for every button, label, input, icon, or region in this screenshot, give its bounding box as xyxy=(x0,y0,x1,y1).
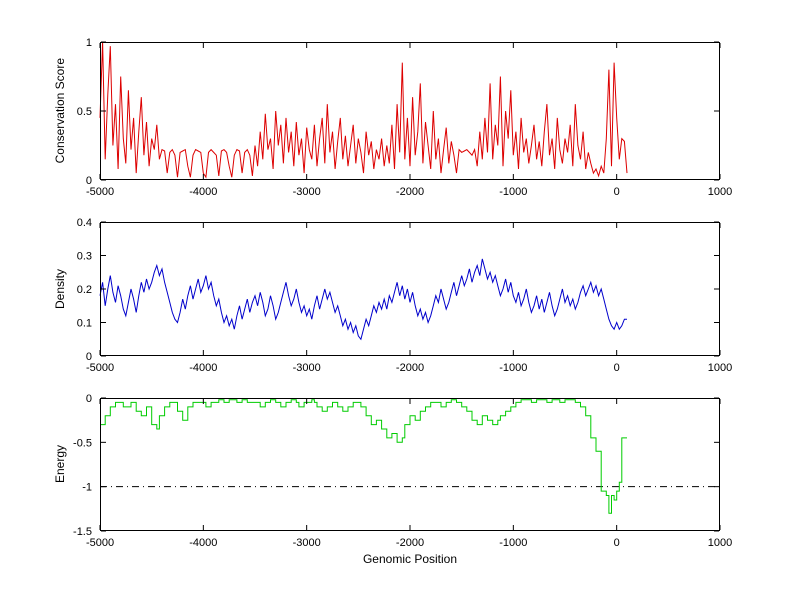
x-tick-label: 0 xyxy=(614,186,620,198)
y-tick-label: 0.5 xyxy=(77,106,92,118)
xlabel-genomic-position: Genomic Position xyxy=(362,552,458,566)
y-tick-label: -1.5 xyxy=(73,526,92,538)
ylabel-density: Density xyxy=(50,222,70,356)
ylabel-conservation-score: Conservation Score xyxy=(50,42,70,180)
x-tick-label: -5000 xyxy=(86,537,114,549)
y-tick-label: 0 xyxy=(86,175,92,187)
x-tick-label: -2000 xyxy=(396,537,424,549)
subplot-conservation-score: -5000 -4000 -3000 -2000 -1000 0 1000 0 0.5 1 xyxy=(77,37,733,198)
x-tick-label: -1000 xyxy=(499,186,527,198)
axes-box xyxy=(100,398,720,531)
axes-box xyxy=(100,222,720,356)
x-tick-label: 1000 xyxy=(708,362,732,374)
x-tick-label: 1000 xyxy=(708,186,732,198)
y-tick-label: -1 xyxy=(82,482,92,494)
y-tick-label: 0.3 xyxy=(77,251,92,263)
x-tick-label: -4000 xyxy=(189,537,217,549)
x-tick-label: -5000 xyxy=(86,186,114,198)
x-tick-label: -4000 xyxy=(189,362,217,374)
x-tick-label: -3000 xyxy=(293,362,321,374)
series-line xyxy=(100,399,627,514)
ylabel-energy-text: Energy xyxy=(53,445,67,484)
y-tick-label: 0 xyxy=(86,393,92,405)
y-tick-label: 0.4 xyxy=(77,217,92,229)
y-tick-label: 0 xyxy=(86,351,92,363)
x-tick-label: -5000 xyxy=(86,362,114,374)
x-tick-label: 1000 xyxy=(708,537,732,549)
plot-svg: -5000 -4000 -3000 -2000 -1000 0 1000 0 0.1 0.2 0.3… xyxy=(77,217,733,374)
plot-svg: -5000 -4000 -3000 -2000 -1000 0 1000 -1.5 -1 -0.5… xyxy=(73,393,732,549)
series-line xyxy=(99,41,628,179)
subplot-density: -5000 -4000 -3000 -2000 -1000 0 1000 0 0.1 0.2 0.3… xyxy=(77,217,733,374)
x-tick-label: 0 xyxy=(614,537,620,549)
x-tick-label: -1000 xyxy=(499,537,527,549)
x-tick-label: -3000 xyxy=(293,186,321,198)
x-tick-label: 0 xyxy=(614,362,620,374)
x-tick-label: -2000 xyxy=(396,362,424,374)
axes-box xyxy=(100,42,720,180)
x-tick-label: -4000 xyxy=(189,186,217,198)
y-tick-label: 0.2 xyxy=(77,284,92,296)
y-tick-label: 0.1 xyxy=(77,318,92,330)
subplot-energy: -5000 -4000 -3000 -2000 -1000 0 1000 -1.5 -1 -0.5… xyxy=(73,393,732,549)
x-tick-label: -2000 xyxy=(396,186,424,198)
ylabel-density-text: Density xyxy=(53,268,67,309)
y-tick-label: 1 xyxy=(86,37,92,49)
ylabel-energy: Energy xyxy=(50,398,70,531)
plot-svg: -5000 -4000 -3000 -2000 -1000 0 1000 0 0.5 1 xyxy=(77,37,733,198)
series-line xyxy=(99,258,627,341)
x-tick-label: -3000 xyxy=(293,537,321,549)
y-tick-label: -0.5 xyxy=(73,437,92,449)
ylabel-conservation-score-text: Conservation Score xyxy=(53,58,67,164)
x-tick-label: -1000 xyxy=(499,362,527,374)
